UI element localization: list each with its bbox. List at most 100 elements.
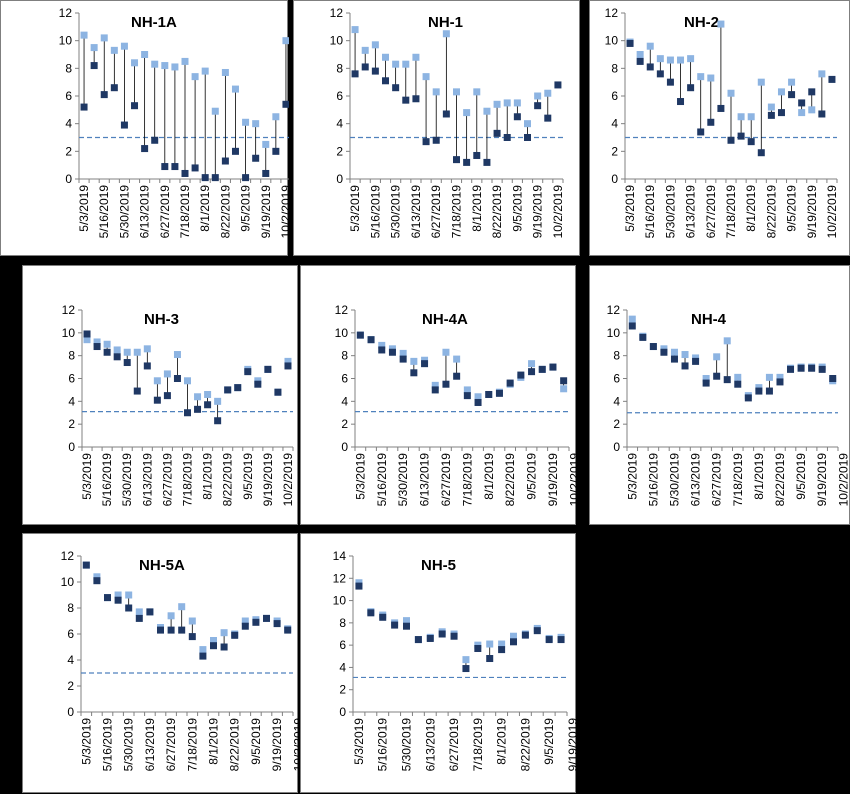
chart-panel-nh-5a: NH-5A 0 2 4 6 8 10 12 5/3/2019 5/16/2019 5/30/2019…: [22, 533, 299, 793]
x-tick-label: 9/19/2019: [270, 718, 284, 772]
light-series-marker: [483, 107, 491, 115]
chart-title: NH-4A: [422, 311, 468, 328]
light-series-marker: [528, 360, 536, 368]
light-series-marker: [123, 348, 131, 356]
y-tick-label: 4: [341, 394, 348, 408]
y-tick-label: 2: [341, 417, 348, 431]
dark-series-marker: [818, 365, 826, 373]
light-series-marker: [282, 37, 289, 45]
x-tick-label: 6/13/2019: [143, 718, 157, 772]
dark-series-marker: [666, 78, 674, 86]
dark-series-marker: [356, 331, 364, 339]
x-tick-label: 5/30/2019: [120, 453, 134, 507]
x-tick-label: 6/27/2019: [158, 185, 172, 239]
light-series-marker: [382, 53, 389, 61]
x-tick-label: 8/1/2019: [752, 453, 766, 500]
dark-series-marker: [639, 333, 647, 341]
dark-series-marker: [194, 405, 202, 413]
y-tick-label: 2: [68, 417, 75, 431]
light-series-marker: [412, 53, 420, 61]
dark-series-marker: [560, 377, 568, 385]
y-tick-label: 12: [62, 303, 76, 317]
dark-series-marker: [513, 113, 521, 121]
dark-series-marker: [388, 348, 396, 356]
y-tick-label: 10: [607, 326, 621, 340]
light-series-marker: [474, 393, 482, 401]
dark-series-marker: [391, 621, 399, 629]
y-tick-label: 10: [330, 34, 344, 48]
light-series-marker: [399, 349, 407, 357]
x-tick-label: 5/3/2019: [352, 718, 366, 765]
light-series-marker: [262, 140, 270, 148]
dark-series-marker: [191, 164, 199, 172]
light-series-marker: [284, 357, 292, 365]
x-tick-label: 7/18/2019: [178, 185, 192, 239]
dark-series-marker: [382, 77, 389, 85]
x-tick-label: 5/3/2019: [625, 453, 639, 500]
dark-series-marker: [284, 626, 292, 634]
dark-series-marker: [528, 368, 536, 376]
dark-series-marker: [495, 389, 503, 397]
light-series-marker: [628, 315, 636, 323]
light-series-marker: [135, 608, 143, 616]
dark-series-marker: [506, 379, 514, 387]
dark-series-marker: [687, 84, 695, 92]
chart-panel-nh-2: NH-2 0 2 4 6 8 10 12 5/3/2019 5/16/2019 5/30/2019 6…: [589, 0, 850, 256]
dark-series-marker: [521, 631, 529, 639]
dark-series-marker: [153, 396, 161, 404]
light-series-marker: [513, 99, 521, 107]
y-tick-label: 0: [336, 172, 343, 186]
dark-series-marker: [254, 380, 262, 388]
light-series-marker: [734, 373, 742, 381]
chart-title: NH-2: [684, 14, 719, 31]
dark-series-marker: [707, 118, 715, 126]
y-tick-label: 4: [611, 117, 618, 131]
dark-series-marker: [234, 384, 242, 392]
x-tick-label: 7/18/2019: [181, 453, 195, 507]
dark-series-marker: [767, 111, 775, 119]
light-series-marker: [442, 30, 450, 38]
y-tick-label: 12: [330, 6, 344, 20]
y-tick-label: 6: [336, 89, 343, 103]
light-series-marker: [201, 67, 209, 75]
light-series-marker: [534, 92, 542, 100]
y-tick-label: 0: [613, 440, 620, 454]
x-tick-label: 10/2/2019: [825, 185, 839, 239]
x-tick-label: 6/13/2019: [140, 453, 154, 507]
dark-series-marker: [757, 149, 765, 157]
light-series-marker: [214, 397, 222, 405]
dark-series-marker: [399, 355, 407, 363]
dark-series-marker: [263, 614, 270, 622]
y-tick-label: 4: [339, 660, 346, 674]
x-tick-label: 7/18/2019: [724, 185, 738, 239]
dark-series-marker: [493, 129, 501, 137]
y-tick-label: 12: [333, 571, 347, 585]
dark-series-marker: [403, 622, 410, 630]
dark-series-marker: [157, 626, 164, 634]
x-tick-label: 5/3/2019: [353, 453, 367, 500]
dark-series-marker: [204, 401, 212, 409]
x-tick-label: 8/1/2019: [482, 453, 496, 500]
light-series-marker: [747, 113, 755, 121]
dark-series-marker: [474, 398, 482, 406]
dark-series-marker: [211, 174, 219, 182]
y-tick-label: 4: [336, 117, 343, 131]
light-series-marker: [677, 56, 685, 64]
dark-series-marker: [776, 378, 784, 386]
dark-series-marker: [231, 147, 239, 155]
chart-panel-nh-5: NH-5 0 2 4 6 8 10 12 14 5/3/2019 5/16/2019 5/30/201…: [300, 533, 577, 793]
light-series-marker: [765, 373, 773, 381]
y-tick-label: 6: [339, 638, 346, 652]
dark-series-marker: [114, 596, 122, 604]
dark-series-marker: [284, 362, 292, 370]
dark-series-marker: [544, 114, 552, 122]
light-series-marker: [181, 57, 189, 65]
chart-panel-nh-4a: NH-4A 0 2 4 6 8 10 12 5/3/2019 5/16/2019 5/30/2019…: [300, 265, 577, 525]
y-tick-label: 12: [59, 6, 73, 20]
dark-series-marker: [414, 636, 422, 644]
light-series-marker: [776, 373, 784, 381]
light-series-marker: [560, 385, 568, 393]
light-series-marker: [141, 51, 149, 58]
dark-series-marker: [100, 91, 108, 99]
chart-svg: NH-3 0 2 4 6 8 10 12 5/3/2019 5/16/2019 5/30/2019 6…: [62, 303, 295, 507]
